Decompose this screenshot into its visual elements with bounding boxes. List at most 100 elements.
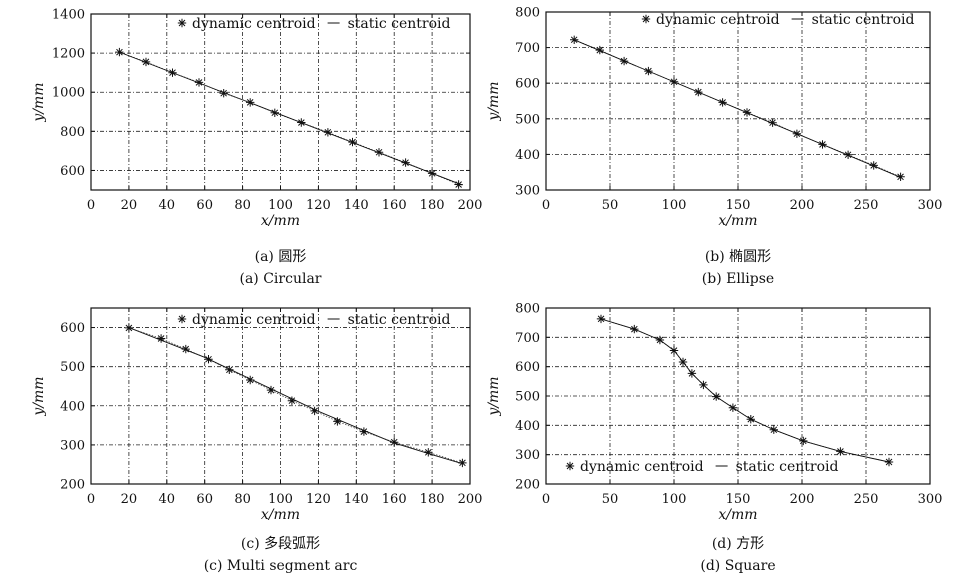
y-tick-label: 700 — [515, 41, 540, 56]
x-tick-label: 120 — [306, 198, 331, 213]
data-point-dynamic-centroid — [181, 344, 190, 354]
x-tick-label: 150 — [726, 198, 751, 213]
plot-frame — [545, 11, 931, 191]
data-point-dynamic-centroid — [424, 448, 433, 457]
x-tick-label: 40 — [159, 492, 176, 507]
y-tick-label: 500 — [515, 112, 540, 127]
data-point-dynamic-centroid — [323, 128, 333, 137]
x-tick-label: 200 — [790, 198, 815, 213]
x-tick-label: 120 — [306, 492, 331, 507]
data-point-dynamic-centroid — [869, 161, 878, 170]
y-axis-label: y/mm — [31, 376, 47, 416]
y-tick-label: 500 — [515, 390, 540, 405]
y-tick-label: 1000 — [52, 86, 85, 101]
x-tick-label: 80 — [234, 492, 251, 507]
caption-chinese: (d) 方形 — [712, 536, 764, 552]
legend-entry-static-centroid: static centroid — [348, 16, 451, 32]
legend-entry-static-centroid: static centroid — [348, 312, 451, 328]
x-axis-label: x/mm — [718, 507, 757, 523]
x-tick-label: 80 — [234, 198, 251, 213]
y-tick-label: 300 — [515, 184, 540, 199]
legend-star-marker — [565, 461, 575, 471]
data-point-dynamic-centroid — [115, 47, 124, 57]
series-dynamic-centroid-line — [128, 327, 463, 464]
data-point-dynamic-centroid — [287, 396, 297, 405]
data-point-dynamic-centroid — [390, 438, 399, 447]
legend-entry-static-centroid: static centroid — [736, 459, 839, 475]
x-axis-label: x/mm — [261, 507, 300, 523]
x-tick-label: 20 — [121, 492, 138, 507]
data-point-dynamic-centroid — [266, 385, 276, 395]
x-tick-label: 180 — [420, 492, 445, 507]
legend-entry-dynamic-centroid: dynamic centroid — [656, 12, 780, 28]
y-tick-label: 400 — [60, 399, 85, 414]
x-axis-label: x/mm — [718, 213, 757, 229]
data-point-dynamic-centroid — [458, 458, 467, 468]
data-point-dynamic-centroid — [156, 334, 166, 343]
legend-entry-static-centroid: static centroid — [812, 12, 915, 28]
chart-panel-3: 0 20 40 60 80 100 120 140 160 180 200 200 300 400 500 6… — [31, 307, 483, 574]
x-tick-label: 0 — [87, 492, 95, 507]
y-tick-label: 500 — [60, 360, 85, 375]
y-tick-label: 200 — [60, 478, 85, 493]
x-tick-label: 60 — [196, 492, 213, 507]
legend: dynamic centroid static centroid — [177, 312, 451, 328]
x-tick-label: 200 — [790, 492, 815, 507]
x-tick-label: 100 — [662, 198, 687, 213]
data-point-dynamic-centroid — [310, 406, 319, 416]
data-point-dynamic-centroid — [595, 45, 604, 55]
y-tick-label: 300 — [515, 448, 540, 463]
x-tick-label: 60 — [196, 198, 213, 213]
y-tick-label: 800 — [515, 6, 540, 21]
caption-english: (b) Ellipse — [702, 271, 774, 287]
x-tick-label: 200 — [458, 198, 483, 213]
legend-entry-dynamic-centroid: dynamic centroid — [192, 312, 316, 328]
series-dynamic-centroid-line — [600, 318, 890, 463]
y-tick-label: 600 — [515, 360, 540, 375]
data-point-dynamic-centroid — [333, 417, 342, 426]
y-tick-label: 600 — [60, 321, 85, 336]
x-tick-label: 140 — [344, 492, 369, 507]
x-tick-label: 0 — [542, 198, 550, 213]
legend-star-marker — [177, 314, 187, 324]
legend: dynamic centroid static centroid — [177, 16, 451, 32]
y-tick-label: 300 — [60, 438, 85, 453]
x-tick-label: 200 — [458, 492, 483, 507]
x-tick-label: 300 — [918, 198, 943, 213]
caption-chinese: (a) 圆形 — [255, 249, 307, 265]
x-tick-label: 140 — [344, 198, 369, 213]
caption-english: (d) Square — [700, 558, 775, 574]
x-tick-label: 100 — [662, 492, 687, 507]
chart-panel-4: 0 50 100 150 200 250 300 200 300 400 500 600 700 800 x… — [486, 302, 942, 575]
x-tick-label: 0 — [542, 492, 550, 507]
x-tick-label: 40 — [159, 198, 176, 213]
legend: dynamic centroid static centroid — [565, 459, 839, 475]
chart-panel-2: 0 50 100 150 200 250 300 300 400 500 600 700 800 x/mm… — [486, 6, 942, 288]
data-point-dynamic-centroid — [225, 365, 234, 374]
y-tick-label: 1400 — [52, 8, 85, 23]
x-tick-label: 160 — [382, 492, 407, 507]
legend-star-marker — [177, 18, 187, 28]
y-axis-label: y/mm — [31, 82, 47, 122]
series-static-centroid-line — [119, 51, 463, 186]
y-axis-label: y/mm — [486, 81, 502, 121]
y-tick-label: 1200 — [52, 47, 85, 62]
x-tick-label: 150 — [726, 492, 751, 507]
x-tick-label: 50 — [602, 198, 619, 213]
y-tick-label: 400 — [515, 148, 540, 163]
series-static-centroid-line — [128, 327, 463, 465]
x-tick-label: 20 — [121, 198, 138, 213]
y-tick-label: 800 — [515, 302, 540, 317]
x-tick-label: 100 — [268, 492, 293, 507]
x-tick-label: 300 — [918, 492, 943, 507]
y-tick-label: 700 — [515, 331, 540, 346]
data-point-dynamic-centroid — [141, 57, 151, 67]
legend: dynamic centroid static centroid — [641, 12, 915, 28]
legend-entry-dynamic-centroid: dynamic centroid — [580, 459, 704, 475]
series-static-centroid-line — [600, 318, 890, 463]
caption-english: (a) Circular — [240, 271, 322, 287]
y-tick-label: 800 — [60, 125, 85, 140]
caption-english: (c) Multi segment arc — [204, 558, 358, 574]
x-tick-label: 250 — [854, 492, 879, 507]
